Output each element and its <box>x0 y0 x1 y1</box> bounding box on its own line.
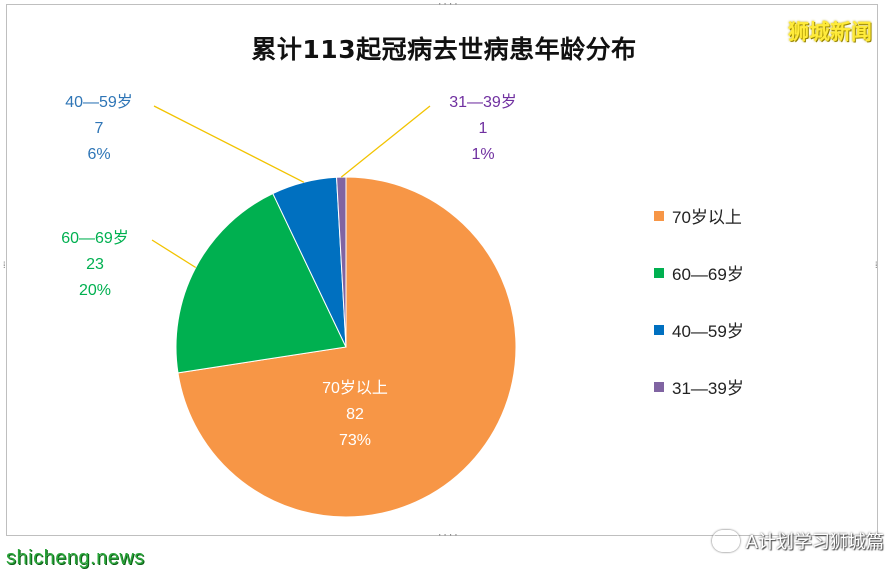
legend-label: 70岁以上 <box>672 208 742 227</box>
legend-item-40-59: 40—59岁 <box>654 317 744 342</box>
data-label-percent: 73% <box>338 432 372 449</box>
watermark-logo: 狮城新闻 <box>788 20 872 44</box>
wechat-account-name: A计划学习狮城篇 <box>745 532 884 553</box>
legend-item-31-39: 31—39岁 <box>654 374 744 399</box>
resize-handle-top[interactable]: ···· <box>437 0 459 10</box>
resize-handle-bottom[interactable]: ···· <box>437 531 459 541</box>
data-label-value: 7 <box>94 120 104 137</box>
leader-line-2 <box>153 105 305 183</box>
data-label-value: 1 <box>478 120 488 137</box>
data-label-60-69: 60—69岁 23 20% <box>40 226 150 304</box>
legend-swatch <box>654 267 664 278</box>
resize-handle-left[interactable]: ⁞ <box>3 261 6 271</box>
legend-label: 60—69岁 <box>672 265 744 284</box>
wechat-icon <box>711 530 740 552</box>
data-label-value: 82 <box>346 406 364 423</box>
data-label-name: 60—69岁 <box>61 230 129 247</box>
data-label-percent: 6% <box>87 146 111 163</box>
pie-slice-0 <box>177 176 517 518</box>
wechat-account-watermark: A计划学习狮城篇 <box>711 528 884 554</box>
data-label-value: 23 <box>86 256 104 273</box>
chart-title: 累计113起冠病去世病患年龄分布 <box>251 35 637 64</box>
legend-swatch <box>654 210 664 221</box>
leader-line-3 <box>340 105 431 178</box>
data-label-name: 40—59岁 <box>65 94 133 111</box>
legend-item-70-plus: 70岁以上 <box>654 203 742 228</box>
legend-label: 31—39岁 <box>672 379 744 398</box>
source-watermark: shicheng.news <box>6 547 145 569</box>
data-label-name: 70岁以上 <box>322 380 388 397</box>
pie-slice-1 <box>175 192 347 374</box>
data-label-percent: 20% <box>78 282 112 299</box>
legend-swatch <box>654 381 664 392</box>
resize-handle-right[interactable]: ⁞ <box>875 261 878 271</box>
data-label-percent: 1% <box>471 146 495 163</box>
data-label-70-plus: 70岁以上 82 73% <box>300 376 410 454</box>
data-label-name: 31—39岁 <box>449 94 517 111</box>
legend-label: 40—59岁 <box>672 322 744 341</box>
legend-swatch <box>654 324 664 335</box>
leader-line-1 <box>151 239 197 269</box>
data-label-31-39: 31—39岁 1 1% <box>428 90 538 168</box>
legend-item-60-69: 60—69岁 <box>654 260 744 285</box>
data-label-40-59: 40—59岁 7 6% <box>44 90 154 168</box>
